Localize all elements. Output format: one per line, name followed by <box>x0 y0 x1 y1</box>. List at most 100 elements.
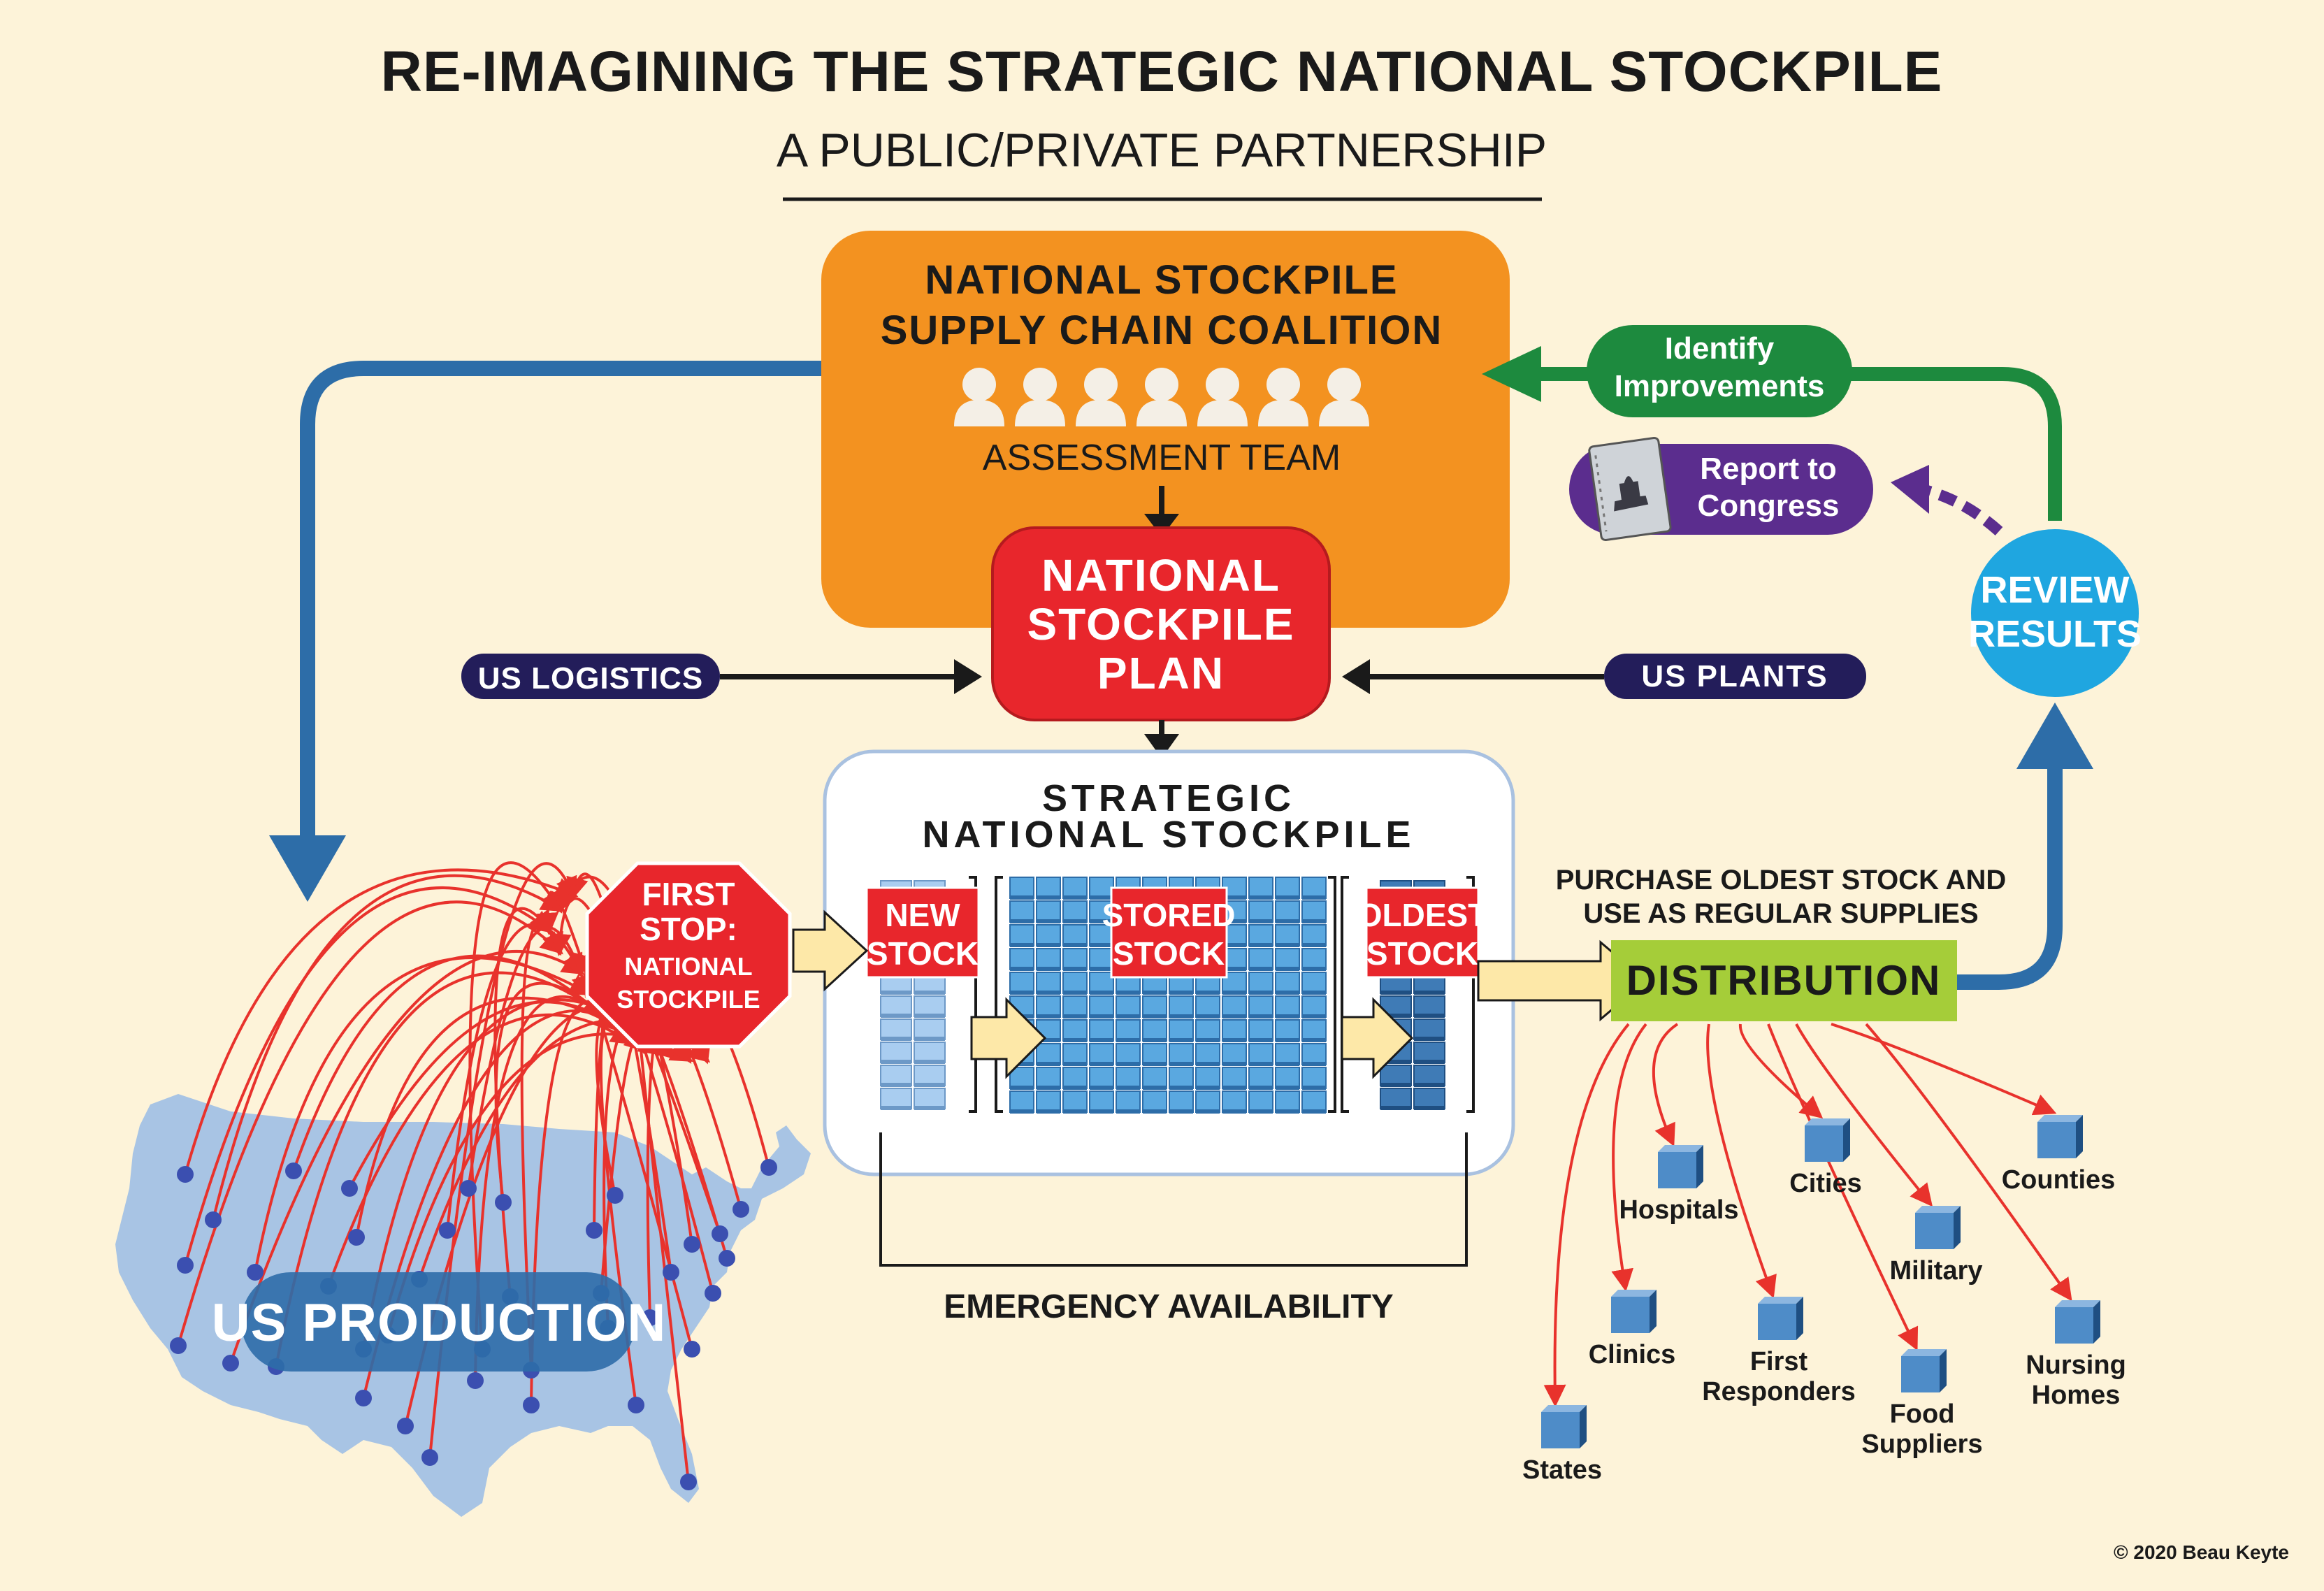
page-subtitle: A PUBLIC/PRIVATE PARTNERSHIP <box>777 124 1547 177</box>
new-stock-grid <box>880 880 946 1110</box>
stock-cube <box>1195 995 1220 1018</box>
stock-cube <box>880 995 912 1018</box>
stock-cube <box>1248 1043 1273 1066</box>
stock-cube <box>1009 948 1034 971</box>
distribution-box <box>1611 940 1957 1021</box>
stock-cube <box>1036 924 1061 947</box>
us-production-pill <box>241 1272 636 1372</box>
production-site-dot <box>684 1236 700 1253</box>
emergency-availability-bracket <box>879 1132 1468 1267</box>
sns-title-line1: STRATEGIC <box>1042 777 1295 819</box>
stock-cube <box>1062 1019 1088 1042</box>
production-site-dot <box>732 1201 749 1218</box>
identify-improvements-line1: Identify <box>1665 331 1775 366</box>
production-site-dot <box>712 1225 728 1242</box>
production-site-dot <box>460 1180 477 1197</box>
stock-cube <box>1089 1043 1114 1066</box>
stock-cube <box>1301 995 1327 1018</box>
stock-cube <box>1036 972 1061 995</box>
stock-cube <box>1380 1088 1412 1110</box>
stock-cube <box>1222 1067 1247 1090</box>
production-site-dot <box>355 1390 372 1406</box>
us-logistics-pill <box>461 654 720 699</box>
us-plants-label: US PLANTS <box>1641 659 1828 693</box>
stock-cube <box>1062 948 1088 971</box>
production-flow-arrow <box>536 891 693 1350</box>
new-stock-line2: STOCK <box>867 935 979 972</box>
production-site-dot <box>439 1222 456 1239</box>
production-flow-arrow <box>292 954 619 1172</box>
production-site-dot <box>222 1355 239 1372</box>
destination-label: Cities <box>1789 1169 1861 1198</box>
stock-cube <box>914 1042 946 1064</box>
purchase-note-line1: PURCHASE OLDEST STOCK AND <box>1556 865 2007 895</box>
production-site-dot <box>495 1194 512 1211</box>
new-to-stored-flow-arrow <box>970 997 1047 1079</box>
stock-cube <box>1036 995 1061 1018</box>
stock-cube <box>880 1018 912 1041</box>
production-site-dot <box>348 1229 365 1246</box>
review-to-report-arrowhead <box>1891 465 1929 514</box>
stock-cube <box>1275 1067 1300 1090</box>
stock-cube <box>1169 1090 1194 1114</box>
production-site-dot <box>607 1187 623 1204</box>
stock-cube <box>1169 1019 1194 1042</box>
distribution-flow-arrow <box>1738 1023 1824 1119</box>
stock-cube <box>880 1088 912 1110</box>
stock-cube <box>1248 972 1273 995</box>
stock-cube <box>1301 900 1327 923</box>
destination-node: Hospitals <box>1619 1145 1739 1225</box>
stock-cube <box>1142 1043 1167 1066</box>
production-site-dot <box>285 1162 302 1179</box>
stock-cube <box>1062 900 1088 923</box>
stock-cube <box>1248 1019 1273 1042</box>
us-logistics-label: US LOGISTICS <box>478 661 703 696</box>
stock-cube <box>1248 948 1273 971</box>
production-site-dot <box>421 1449 438 1466</box>
first-stop-line3: NATIONAL <box>624 952 752 981</box>
stock-cube <box>1248 877 1273 900</box>
stock-cube <box>1169 1043 1194 1066</box>
report-line1: Report to <box>1700 452 1837 486</box>
stock-cube <box>1222 1043 1247 1066</box>
destination-node: States <box>1522 1405 1602 1485</box>
stock-cube <box>1009 972 1034 995</box>
stock-cube <box>1089 1067 1114 1090</box>
review-line2: RESULTS <box>1968 613 2142 655</box>
production-flow-arrow <box>229 950 585 1364</box>
oldest-stock-line1: OLDEST <box>1357 897 1488 933</box>
production-flow-arrow <box>468 861 563 1350</box>
stock-cube <box>1009 924 1034 947</box>
stock-cube <box>1169 995 1194 1018</box>
oldest-stock-bracket-right <box>1466 876 1475 1113</box>
stock-cube <box>1301 1043 1327 1066</box>
destination-label: Counties <box>2002 1165 2116 1195</box>
stock-cube <box>1222 1019 1247 1042</box>
stock-cube <box>1301 972 1327 995</box>
destination-label-line2: Suppliers <box>1861 1430 1982 1459</box>
production-site-dot <box>341 1180 358 1197</box>
stock-cube <box>1301 924 1327 947</box>
stored-stock-label-box <box>1110 886 1228 979</box>
person-icon <box>1015 368 1065 426</box>
distribution-flow-arrow <box>1865 1023 2072 1302</box>
destination-label: States <box>1522 1455 1602 1485</box>
production-site-dot <box>719 1250 735 1267</box>
first-stop-to-sns-flow-arrow <box>792 909 869 992</box>
stock-cube <box>1195 1067 1220 1090</box>
stock-cube <box>1275 1043 1300 1066</box>
coalition-to-production-arrow <box>300 361 853 835</box>
stock-cube <box>1089 924 1114 947</box>
sns-title-line2: NATIONAL STOCKPILE <box>922 814 1415 856</box>
person-icon <box>1319 368 1369 426</box>
stock-cube <box>1380 1065 1412 1087</box>
stock-cube <box>1248 995 1273 1018</box>
coalition-to-production-arrowhead <box>269 835 346 902</box>
stock-cube <box>1275 900 1300 923</box>
stock-cube <box>1248 1090 1273 1114</box>
review-line1: REVIEW <box>1980 569 2129 611</box>
stock-cube <box>1009 900 1034 923</box>
production-site-dot <box>684 1341 700 1358</box>
stock-cube <box>1169 1067 1194 1090</box>
plan-line1: NATIONAL <box>1041 550 1280 600</box>
